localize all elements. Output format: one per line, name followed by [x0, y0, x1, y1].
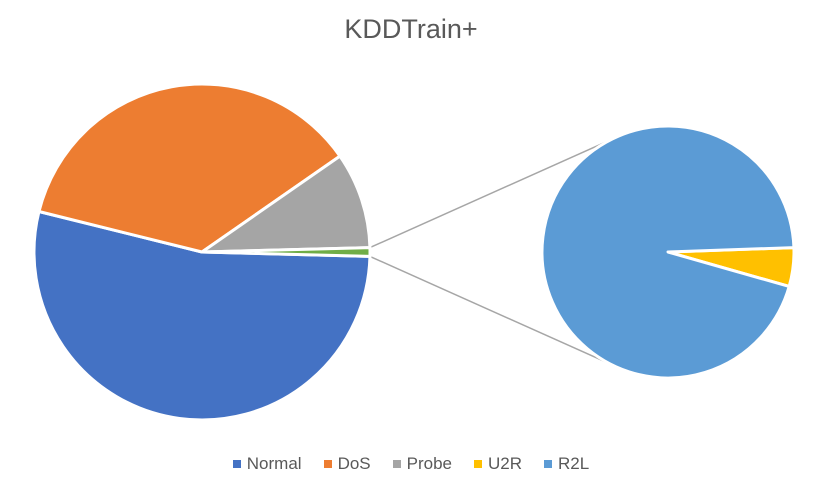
- legend-swatch: [392, 460, 401, 468]
- legend-item-probe: Probe: [392, 454, 453, 474]
- slice-dos: [37, 82, 342, 254]
- connector-line-bottom: [369, 255, 611, 365]
- slice-r2l: [540, 124, 796, 380]
- legend-swatch: [323, 460, 332, 468]
- slice-other: [200, 246, 372, 258]
- legend-label: DoS: [337, 454, 371, 473]
- connector-line-top: [369, 139, 611, 249]
- chart-title: KDDTrain+: [344, 14, 478, 44]
- legend-label: Probe: [406, 454, 453, 473]
- legend: Normal DoS Probe U2R R2L: [0, 454, 822, 474]
- legend-item-r2l: R2L: [544, 454, 589, 474]
- legend-swatch: [474, 460, 483, 468]
- legend-label: U2R: [488, 454, 523, 473]
- legend-item-dos: DoS: [323, 454, 371, 474]
- legend-item-u2r: U2R: [474, 454, 522, 474]
- legend-label: R2L: [558, 454, 590, 473]
- legend-item-normal: Normal: [232, 454, 302, 474]
- legend-swatch: [544, 460, 553, 468]
- slice-probe: [200, 154, 372, 254]
- legend-swatch: [232, 460, 241, 468]
- legend-label: Normal: [246, 454, 302, 473]
- slice-normal: [32, 210, 372, 422]
